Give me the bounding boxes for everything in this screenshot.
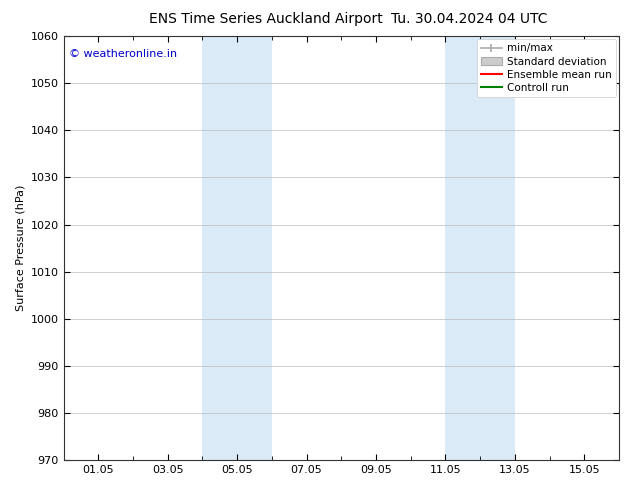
Y-axis label: Surface Pressure (hPa): Surface Pressure (hPa) xyxy=(15,185,25,311)
Legend: min/max, Standard deviation, Ensemble mean run, Controll run: min/max, Standard deviation, Ensemble me… xyxy=(477,39,616,97)
Bar xyxy=(446,36,515,460)
Text: ENS Time Series Auckland Airport: ENS Time Series Auckland Airport xyxy=(150,12,383,26)
Text: Tu. 30.04.2024 04 UTC: Tu. 30.04.2024 04 UTC xyxy=(391,12,547,26)
Text: © weatheronline.in: © weatheronline.in xyxy=(69,49,178,59)
Bar xyxy=(202,36,272,460)
